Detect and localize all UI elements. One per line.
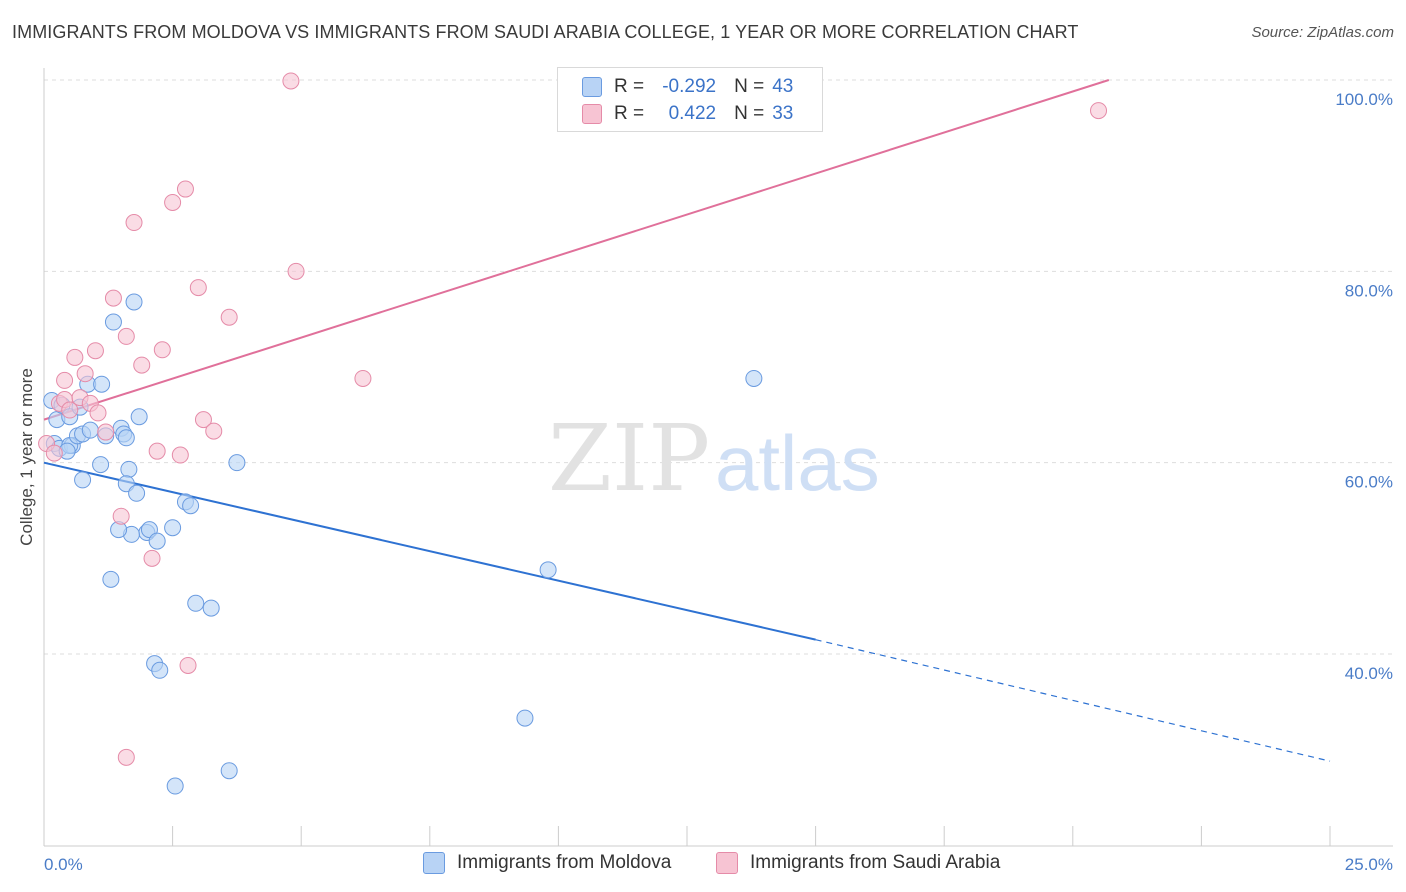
source-credit: Source: ZipAtlas.com — [1251, 24, 1394, 41]
point-saudi — [287, 262, 305, 280]
legend-row-saudi: R = 0.422 N = 33 — [582, 102, 793, 126]
point-saudi — [61, 401, 79, 419]
y-tick-label: 40.0% — [1345, 664, 1393, 683]
point-saudi — [125, 214, 143, 232]
legend-r-value: 0.422 — [668, 103, 717, 124]
point-moldova — [539, 561, 557, 579]
point-moldova — [130, 408, 148, 426]
watermark-atlas: atlas — [715, 419, 880, 507]
point-saudi — [143, 549, 161, 567]
point-moldova — [166, 777, 184, 795]
point-saudi — [179, 656, 197, 674]
stats-legend: R = -0.292 N = 43 R = 0.422 N = 33 — [557, 67, 823, 132]
legend-item-saudi[interactable]: Immigrants from Saudi Arabia — [716, 852, 1000, 874]
point-saudi — [153, 341, 171, 359]
legend-label-saudi: Immigrants from Saudi Arabia — [750, 852, 1001, 873]
point-saudi — [205, 422, 223, 440]
point-saudi — [86, 342, 104, 360]
point-saudi — [133, 356, 151, 374]
point-saudi — [45, 444, 63, 462]
y-tick-label: 100.0% — [1335, 90, 1393, 109]
point-saudi — [89, 404, 107, 422]
point-saudi — [76, 365, 94, 383]
y-axis-title: College, 1 year or more — [17, 368, 36, 546]
point-saudi — [117, 748, 135, 766]
watermark-zip: ZIP — [548, 405, 710, 512]
axes — [43, 68, 1393, 847]
y-tick-label: 80.0% — [1345, 281, 1393, 300]
point-saudi — [164, 193, 182, 211]
watermark: ZIP atlas — [548, 405, 880, 512]
gridlines — [44, 79, 1393, 655]
point-moldova — [104, 313, 122, 331]
legend-label-moldova: Immigrants from Moldova — [457, 852, 672, 873]
point-saudi — [117, 327, 135, 345]
legend-n-value: 33 — [772, 103, 794, 124]
legend-r-label: R = — [614, 76, 645, 97]
point-saudi — [194, 411, 212, 429]
point-moldova — [128, 484, 146, 502]
trendline-moldova — [43, 461, 816, 641]
point-saudi — [354, 369, 372, 387]
x-tick-label: 0.0% — [44, 855, 83, 874]
point-moldova — [74, 471, 92, 489]
point-moldova — [148, 532, 166, 550]
point-moldova — [120, 460, 138, 478]
point-saudi — [112, 507, 130, 525]
point-saudi — [97, 423, 115, 441]
point-saudi — [176, 180, 194, 198]
point-saudi — [104, 289, 122, 307]
point-saudi — [66, 348, 84, 366]
series-legend: Immigrants from Moldova Immigrants from … — [0, 852, 1406, 878]
point-moldova — [117, 429, 135, 447]
legend-swatch-pink — [582, 104, 602, 124]
trendline-saudi — [43, 79, 1110, 421]
point-moldova — [81, 421, 99, 439]
trendline-moldova-extension — [815, 639, 1331, 762]
point-saudi — [171, 446, 189, 464]
point-saudi — [220, 308, 238, 326]
data-points — [38, 72, 1108, 795]
trendlines — [43, 79, 1331, 762]
tick-labels: 40.0% 60.0% 80.0% 100.0% 0.0% 25.0% — [44, 90, 1393, 874]
point-moldova — [102, 570, 120, 588]
legend-n-label: N = — [734, 76, 765, 97]
legend-swatch-blue — [423, 852, 445, 874]
point-moldova — [93, 375, 111, 393]
point-moldova — [92, 456, 110, 474]
legend-item-moldova[interactable]: Immigrants from Moldova — [423, 852, 671, 874]
point-moldova — [164, 519, 182, 537]
point-saudi — [56, 371, 74, 389]
legend-n-value: 43 — [772, 76, 794, 97]
point-moldova — [151, 661, 169, 679]
legend-r-label: R = — [614, 103, 645, 124]
point-moldova — [202, 599, 220, 617]
chart-title: IMMIGRANTS FROM MOLDOVA VS IMMIGRANTS FR… — [12, 22, 1079, 42]
point-saudi — [189, 279, 207, 297]
x-tick-label: 25.0% — [1345, 855, 1393, 874]
point-saudi — [148, 442, 166, 460]
point-saudi — [1090, 102, 1108, 120]
point-moldova — [125, 293, 143, 311]
legend-n-label: N = — [734, 103, 765, 124]
point-saudi — [282, 72, 300, 90]
legend-swatch-pink — [716, 852, 738, 874]
y-tick-label: 60.0% — [1345, 473, 1393, 492]
point-moldova — [745, 369, 763, 387]
point-moldova — [187, 594, 205, 612]
legend-r-value: -0.292 — [662, 76, 717, 97]
point-moldova — [228, 454, 246, 472]
legend-row-moldova: R = -0.292 N = 43 — [582, 75, 793, 99]
point-moldova — [220, 762, 238, 780]
point-moldova — [516, 709, 534, 727]
point-moldova — [182, 497, 200, 515]
legend-swatch-blue — [582, 77, 602, 97]
